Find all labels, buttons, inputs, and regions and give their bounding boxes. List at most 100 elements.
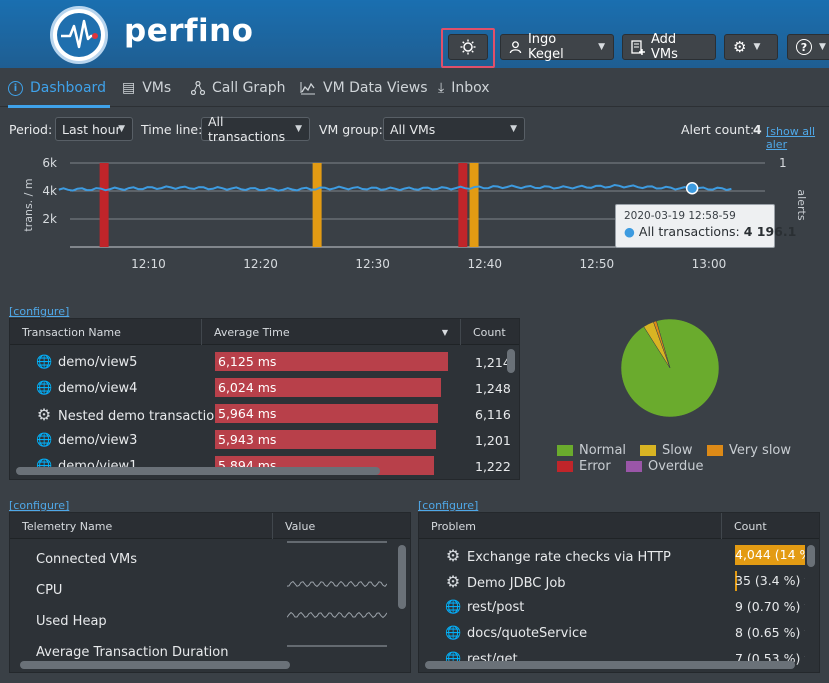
column-header[interactable]: Transaction Name: [10, 319, 202, 345]
series-line: [58, 183, 732, 192]
tab-label: Inbox: [451, 80, 490, 96]
chevron-down-icon: ▼: [753, 42, 761, 52]
x-tick-label: 12:10: [131, 257, 166, 271]
settings-menu-button[interactable]: ⚙ ▼: [724, 34, 778, 60]
alert-marker[interactable]: [458, 163, 468, 247]
table-row[interactable]: Used Heap: [10, 608, 410, 634]
horizontal-scrollbar[interactable]: [20, 661, 290, 669]
chevron-down-icon: ▼: [510, 124, 517, 134]
legend-swatch: [707, 445, 723, 456]
legend-item: Overdue: [626, 459, 704, 474]
column-header-average-time[interactable]: Average Time ▼: [202, 319, 461, 345]
table-row[interactable]: CPU: [10, 577, 410, 603]
period-select[interactable]: Last hour ▼: [55, 117, 133, 141]
table-row[interactable]: 🌐 docs/quoteService 8 (0.65 %) ve: [419, 620, 819, 646]
chevron-down-icon: ▼: [295, 124, 302, 134]
table-row[interactable]: 🌐 demo/view3 5,943 ms 1,201: [10, 427, 519, 453]
vmgroup-value: All VMs: [390, 121, 436, 137]
transaction-name-cell: 🌐 demo/view4: [36, 381, 137, 396]
add-vms-button[interactable]: Add VMs: [622, 32, 716, 62]
help-menu-button[interactable]: ? ▼: [787, 34, 829, 60]
horizontal-scrollbar[interactable]: [16, 467, 380, 475]
alert-count-value: 4: [753, 122, 762, 137]
table-row[interactable]: 🌐 rest/post 9 (0.70 %) ve: [419, 594, 819, 620]
column-header[interactable]: Count: [734, 519, 767, 533]
vertical-scrollbar[interactable]: [507, 349, 515, 373]
sparkline: [287, 580, 387, 588]
average-time-value: 6,024 ms: [218, 380, 277, 395]
user-menu-button[interactable]: Ingo Kegel ▼: [500, 32, 614, 62]
count-value: 1,248: [475, 380, 511, 396]
column-header[interactable]: Problem: [419, 513, 722, 539]
tab-dashboard[interactable]: i Dashboard: [8, 69, 110, 108]
vmgroup-label: VM group:: [319, 122, 383, 137]
average-time-bar: 5,943 ms: [215, 430, 436, 449]
table-header: Problem Count: [419, 513, 819, 539]
gear-icon: ⚙: [733, 38, 747, 56]
table-row[interactable]: 🌐 demo/view4 6,024 ms 1,248: [10, 375, 519, 401]
average-time-value: 6,125 ms: [218, 354, 277, 369]
timeline-select[interactable]: All transactions ▼: [201, 114, 310, 144]
count-bar: [735, 545, 805, 565]
tab-vms[interactable]: ▤ VMs: [122, 69, 171, 107]
table-row[interactable]: 🌐 demo/view5 6,125 ms 1,214: [10, 349, 519, 375]
column-header[interactable]: Telemetry Name: [10, 513, 273, 539]
vertical-scrollbar[interactable]: [398, 545, 406, 609]
chevron-down-icon: ▼: [118, 124, 125, 134]
gear-icon: ⚙: [36, 404, 52, 424]
header-bar: perfino Ingo Kegel ▼ Add VMs ⚙: [0, 0, 829, 68]
hover-point[interactable]: [685, 182, 699, 195]
legend-label: Slow: [662, 443, 693, 458]
problem-name: Exchange rate checks via HTTP: [467, 549, 671, 565]
column-header[interactable]: Count: [461, 319, 519, 345]
perfino-logo: [50, 6, 108, 64]
globe-icon: 🌐: [445, 625, 462, 641]
tab-inbox[interactable]: ⤓ Inbox: [438, 69, 490, 107]
count-cell: 4,044 (14 %): [735, 545, 805, 565]
tab-vm-data-views[interactable]: VM Data Views: [300, 69, 428, 107]
legend-item: Normal: [557, 443, 626, 458]
count-cell: 8 (0.65 %) ve: [735, 623, 805, 643]
count-value: 9 (0.70 %) ve: [735, 599, 805, 614]
count-value: 6,116: [475, 406, 511, 422]
pie-slice[interactable]: [620, 318, 720, 418]
column-header[interactable]: Value: [285, 519, 316, 533]
tooltip-dot: ●: [624, 224, 635, 239]
globe-icon: 🌐: [445, 599, 462, 615]
table-row[interactable]: ⚙ Exchange rate checks via HTTP 4,044 (14 …: [419, 542, 819, 568]
x-tick-label: 12:50: [580, 257, 615, 271]
table-row[interactable]: Average Transaction Duration: [10, 639, 410, 665]
configure-link[interactable]: [configure]: [9, 499, 70, 512]
table-row[interactable]: ⚙ Demo JDBC Job 35 (3.4 %) ve: [419, 568, 819, 594]
table-row[interactable]: Connected VMs: [10, 541, 410, 572]
alert-marker[interactable]: [312, 163, 322, 247]
horizontal-scrollbar[interactable]: [425, 661, 795, 669]
timeline-value: All transactions: [208, 114, 286, 144]
globe-icon: 🌐: [36, 354, 53, 370]
configure-link[interactable]: [configure]: [418, 499, 479, 512]
y2-tick-label: 1: [779, 156, 787, 170]
count-value: 4,044 (14 %): [735, 547, 805, 562]
main-tabs: i Dashboard ▤ VMs Call Graph VM Data Vie…: [0, 69, 829, 108]
transaction-name: demo/view3: [58, 432, 138, 448]
telemetry-name: Connected VMs: [36, 551, 138, 567]
sun-icon: [460, 39, 476, 55]
tab-call-graph[interactable]: Call Graph: [191, 69, 286, 107]
alert-marker[interactable]: [469, 163, 479, 247]
x-tick-label: 12:20: [243, 257, 278, 271]
user-icon: [509, 41, 522, 54]
telemetry-name: Average Transaction Duration: [36, 644, 229, 660]
y-axis-label: trans. / m: [22, 178, 35, 231]
chevron-down-icon: ▼: [819, 42, 826, 52]
pie-slice[interactable]: [653, 320, 671, 369]
vmgroup-select[interactable]: All VMs ▼: [383, 117, 525, 141]
show-all-alerts-link[interactable]: [show all aler: [766, 125, 816, 151]
legend-swatch: [557, 461, 573, 472]
vertical-scrollbar[interactable]: [807, 545, 815, 567]
configure-link[interactable]: [configure]: [9, 305, 70, 318]
table-row[interactable]: ⚙ Nested demo transaction 5,964 ms 6,116: [10, 401, 519, 427]
table-row[interactable]: 🌐 demo/view1 5,894 ms 1,222: [10, 453, 519, 479]
theme-toggle-button[interactable]: [448, 34, 488, 60]
alert-marker[interactable]: [99, 163, 109, 247]
average-time-value: 5,943 ms: [218, 432, 277, 447]
